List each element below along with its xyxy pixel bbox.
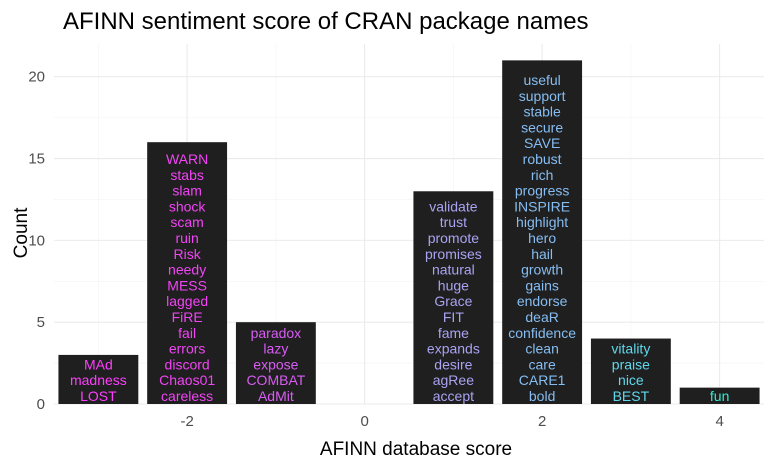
word-label: huge xyxy=(438,277,469,293)
word-label: promote xyxy=(428,230,480,246)
word-label: desire xyxy=(434,356,472,372)
word-label: highlight xyxy=(516,214,568,230)
word-label: COMBAT xyxy=(246,372,305,388)
word-label: scam xyxy=(170,214,203,230)
word-label: slam xyxy=(172,183,202,199)
word-label: FIT xyxy=(443,309,464,325)
word-label: praise xyxy=(612,356,650,372)
y-tick-label: 15 xyxy=(28,151,45,168)
word-label: bold xyxy=(529,388,555,404)
word-label: stabs xyxy=(170,167,203,183)
word-label: paradox xyxy=(251,325,302,341)
word-label: gains xyxy=(525,277,558,293)
word-label: madness xyxy=(70,372,127,388)
word-label: MAd xyxy=(84,356,113,372)
word-label: SAVE xyxy=(524,135,560,151)
word-label: Chaos01 xyxy=(159,372,215,388)
x-tick-label: 2 xyxy=(538,413,546,430)
x-axis-title: AFINN database score xyxy=(320,439,512,460)
word-label: deaR xyxy=(525,309,558,325)
word-label: growth xyxy=(521,262,563,278)
word-label: FiRE xyxy=(172,309,203,325)
word-label: care xyxy=(529,356,556,372)
word-label: natural xyxy=(432,262,475,278)
bar xyxy=(413,191,494,404)
word-label: robust xyxy=(523,151,562,167)
word-label: promises xyxy=(425,246,482,262)
bars xyxy=(58,60,760,404)
x-axis-ticks: -2 0 2 4 xyxy=(180,413,723,430)
word-label: INSPIRE xyxy=(514,198,570,214)
bar xyxy=(235,322,316,404)
word-label: ruin xyxy=(175,230,198,246)
word-label: discord xyxy=(165,356,210,372)
bar xyxy=(147,142,228,404)
word-label: Risk xyxy=(174,246,202,262)
word-label: AdMit xyxy=(258,388,294,404)
word-label: shock xyxy=(169,198,207,214)
word-label: fail xyxy=(178,325,196,341)
word-label: LOST xyxy=(80,388,117,404)
word-label: validate xyxy=(429,198,477,214)
word-label: fame xyxy=(438,325,469,341)
word-label: careless xyxy=(161,388,213,404)
x-tick-label: 0 xyxy=(360,413,368,430)
y-tick-label: 20 xyxy=(28,69,45,86)
word-label: BEST xyxy=(613,388,650,404)
word-label: agRee xyxy=(433,372,474,388)
word-label: lazy xyxy=(263,341,288,357)
bar xyxy=(679,387,760,404)
y-tick-label: 5 xyxy=(37,314,45,331)
bar xyxy=(590,338,671,404)
word-label: expands xyxy=(427,341,480,357)
chart-title: AFINN sentiment score of CRAN package na… xyxy=(63,8,589,35)
word-label: secure xyxy=(521,119,563,135)
y-axis-title: Count xyxy=(11,207,32,258)
word-label: clean xyxy=(525,341,558,357)
y-axis-ticks: 0 5 10 15 20 xyxy=(28,69,45,413)
word-label: hero xyxy=(528,230,556,246)
word-label: WARN xyxy=(166,151,208,167)
word-label: accept xyxy=(433,388,474,404)
word-label: hail xyxy=(531,246,553,262)
y-tick-label: 10 xyxy=(28,232,45,249)
word-label: fun xyxy=(710,388,729,404)
word-label: trust xyxy=(440,214,467,230)
word-label: errors xyxy=(169,341,206,357)
word-label: rich xyxy=(531,167,554,183)
x-tick-label: -2 xyxy=(180,413,193,430)
word-label: useful xyxy=(523,72,560,88)
word-label: lagged xyxy=(166,293,208,309)
word-label: nice xyxy=(618,372,644,388)
bar xyxy=(58,354,139,404)
word-label: needy xyxy=(168,262,206,278)
word-label: CARE1 xyxy=(519,372,566,388)
x-tick-label: 4 xyxy=(715,413,723,430)
word-label: support xyxy=(519,88,566,104)
word-label: confidence xyxy=(508,325,576,341)
word-label: Grace xyxy=(434,293,472,309)
word-label: stable xyxy=(523,104,561,120)
word-label: expose xyxy=(253,356,298,372)
y-tick-label: 0 xyxy=(37,396,45,413)
bar xyxy=(502,60,583,404)
word-label: progress xyxy=(515,183,569,199)
word-label: vitality xyxy=(611,341,650,357)
word-label: MESS xyxy=(167,277,207,293)
word-label: endorse xyxy=(517,293,568,309)
